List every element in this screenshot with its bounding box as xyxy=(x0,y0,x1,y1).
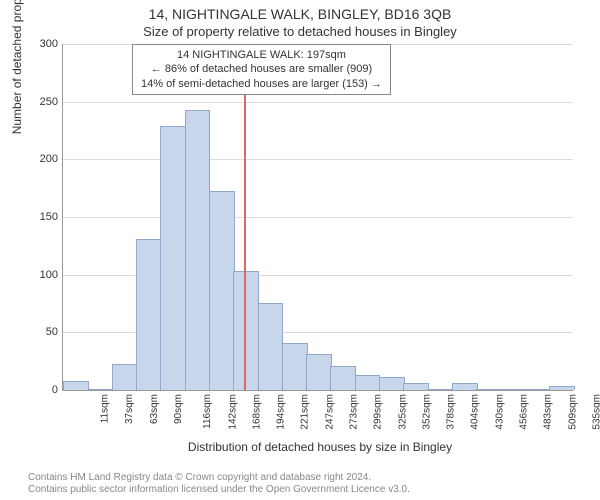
y-tick-label: 0 xyxy=(28,384,58,396)
histogram-bar xyxy=(185,110,211,390)
x-tick-label: 37sqm xyxy=(124,394,135,424)
histogram-bar xyxy=(525,389,551,390)
histogram-bar xyxy=(136,239,162,390)
y-tick-label: 200 xyxy=(28,153,58,165)
histogram-bar xyxy=(355,375,381,390)
x-tick-label: 247sqm xyxy=(324,394,335,430)
histogram-bar xyxy=(500,389,526,390)
x-tick-label: 116sqm xyxy=(202,394,213,429)
x-tick-label: 378sqm xyxy=(446,394,457,430)
footer-line-1: Contains HM Land Registry data © Crown c… xyxy=(28,472,410,484)
histogram-bar xyxy=(403,383,429,390)
info-line-3: 14% of semi-detached houses are larger (… xyxy=(141,77,382,91)
footer-line-2: Contains public sector information licen… xyxy=(28,484,410,496)
x-tick-label: 456sqm xyxy=(519,394,530,430)
plot-area xyxy=(62,44,573,391)
x-tick-label: 168sqm xyxy=(251,394,262,430)
gridline xyxy=(63,159,573,160)
histogram-bar xyxy=(476,389,502,390)
x-tick-label: 194sqm xyxy=(276,394,287,430)
histogram-bar xyxy=(209,191,235,390)
histogram-bar xyxy=(428,389,454,390)
y-tick-label: 100 xyxy=(28,269,58,281)
footer-attribution: Contains HM Land Registry data © Crown c… xyxy=(28,472,410,496)
chart-title: 14, NIGHTINGALE WALK, BINGLEY, BD16 3QB xyxy=(0,0,600,22)
chart-subtitle: Size of property relative to detached ho… xyxy=(0,22,600,39)
property-marker-line xyxy=(244,44,246,390)
histogram-bar xyxy=(452,383,478,390)
x-tick-label: 90sqm xyxy=(173,394,184,424)
x-tick-label: 352sqm xyxy=(421,394,432,430)
histogram-bar xyxy=(233,271,259,390)
gridline xyxy=(63,217,573,218)
y-tick-label: 150 xyxy=(28,211,58,223)
info-line-2: ← 86% of detached houses are smaller (90… xyxy=(141,62,382,76)
histogram-bar xyxy=(379,377,405,390)
y-tick-label: 300 xyxy=(28,38,58,50)
x-tick-label: 221sqm xyxy=(300,394,311,430)
x-tick-label: 11sqm xyxy=(99,394,110,423)
info-line-1: 14 NIGHTINGALE WALK: 197sqm xyxy=(141,48,382,62)
histogram-bar xyxy=(63,381,89,390)
x-tick-label: 63sqm xyxy=(149,394,160,424)
x-tick-label: 299sqm xyxy=(373,394,384,430)
info-box: 14 NIGHTINGALE WALK: 197sqm ← 86% of det… xyxy=(132,44,391,95)
y-tick-label: 250 xyxy=(28,96,58,108)
x-tick-label: 509sqm xyxy=(567,394,578,430)
histogram-bar xyxy=(88,389,114,390)
x-tick-label: 404sqm xyxy=(470,394,481,430)
histogram-bar xyxy=(330,366,356,390)
x-tick-label: 273sqm xyxy=(349,394,360,430)
chart-container: 14, NIGHTINGALE WALK, BINGLEY, BD16 3QB … xyxy=(0,0,600,500)
histogram-bar xyxy=(258,303,284,391)
x-tick-label: 483sqm xyxy=(543,394,554,430)
histogram-bar xyxy=(306,354,332,390)
y-tick-label: 50 xyxy=(28,326,58,338)
histogram-bar xyxy=(160,126,186,390)
x-tick-label: 535sqm xyxy=(591,394,600,430)
histogram-bar xyxy=(549,386,575,390)
x-tick-label: 430sqm xyxy=(494,394,505,430)
gridline xyxy=(63,102,573,103)
x-tick-label: 142sqm xyxy=(227,394,238,430)
histogram-bar xyxy=(282,343,308,390)
y-axis-label: Number of detached properties xyxy=(10,0,24,134)
x-tick-label: 325sqm xyxy=(397,394,408,430)
x-axis-label: Distribution of detached houses by size … xyxy=(20,440,600,454)
histogram-bar xyxy=(112,364,138,390)
